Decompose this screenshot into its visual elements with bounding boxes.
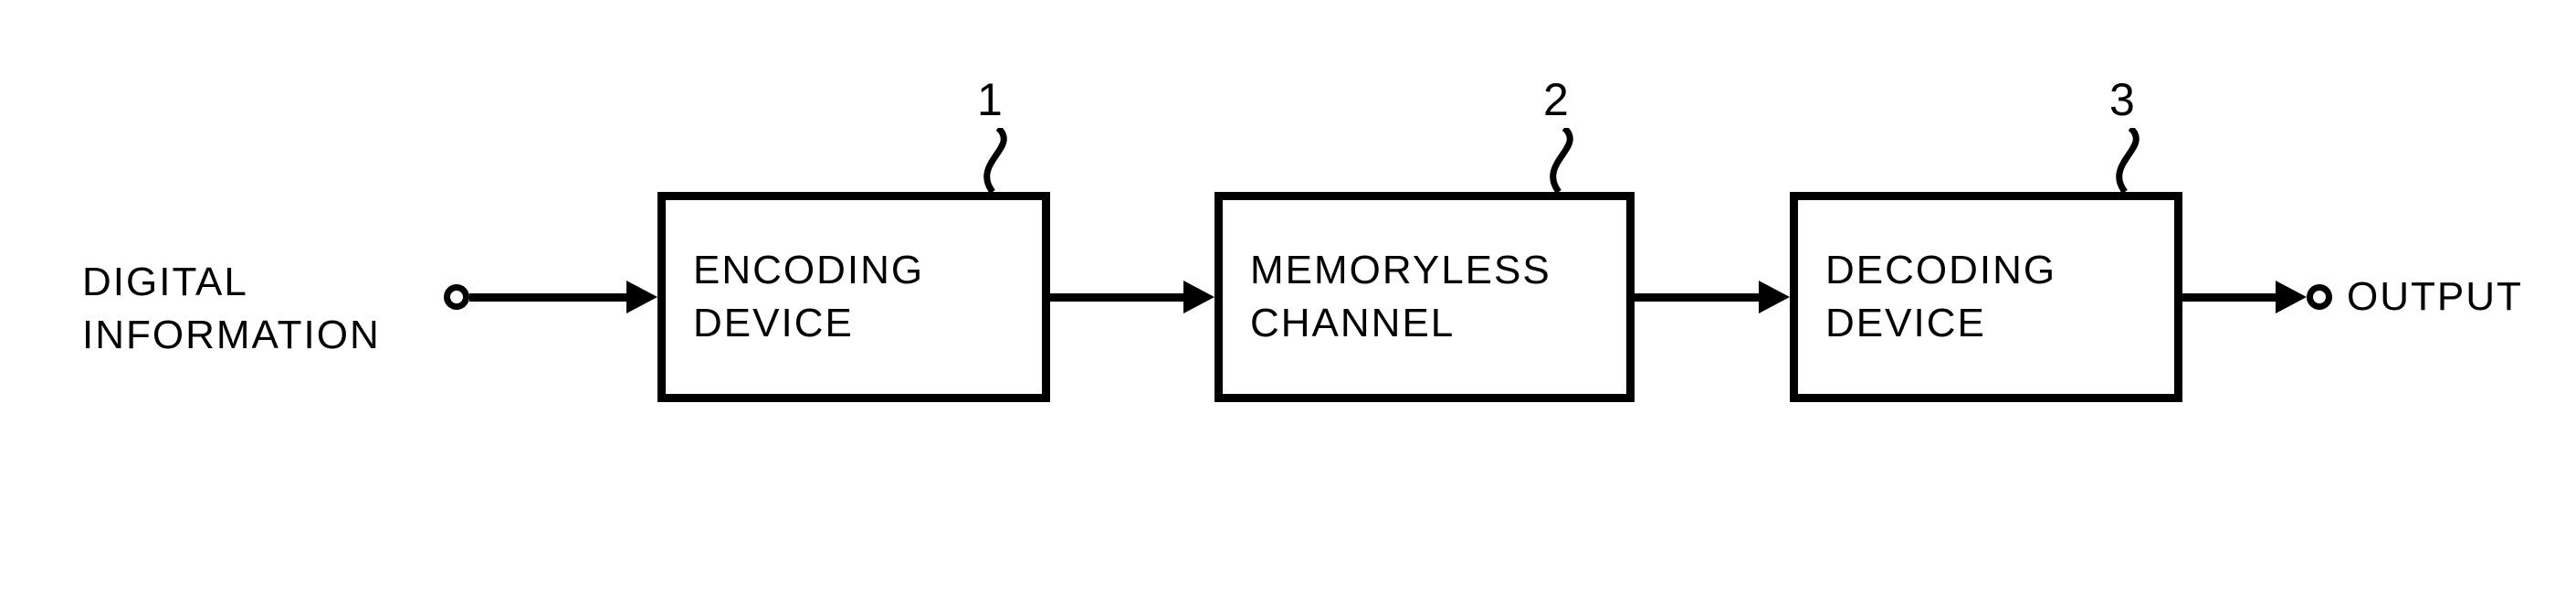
arrowhead-icon — [2276, 281, 2307, 313]
output-port-dot — [2307, 284, 2332, 310]
input-port-dot — [444, 284, 469, 310]
encoding-device-box: ENCODING DEVICE — [657, 192, 1050, 402]
encoding-device-label: ENCODING DEVICE — [693, 244, 924, 350]
arrow-encoding-to-channel — [1050, 293, 1183, 302]
arrowhead-icon — [1183, 281, 1214, 313]
decoding-leader-line — [2100, 128, 2155, 192]
input-label: DIGITAL INFORMATION — [82, 256, 381, 362]
diagram-canvas: DIGITAL INFORMATION OUTPUT ENCODING DEVI… — [0, 0, 2576, 605]
arrowhead-icon — [626, 281, 657, 313]
arrow-decoding-to-output — [2182, 293, 2276, 302]
decoding-device-label: DECODING DEVICE — [1825, 244, 2056, 350]
decoding-ref-number: 3 — [2109, 73, 2136, 126]
arrow-channel-to-decoding — [1635, 293, 1759, 302]
encoding-ref-number: 1 — [977, 73, 1004, 126]
encoding-leader-line — [968, 128, 1023, 192]
arrowhead-icon — [1759, 281, 1790, 313]
channel-leader-line — [1534, 128, 1589, 192]
memoryless-channel-label: MEMORYLESS CHANNEL — [1250, 244, 1551, 350]
decoding-device-box: DECODING DEVICE — [1790, 192, 2182, 402]
output-label: OUTPUT — [2347, 274, 2523, 320]
memoryless-channel-box: MEMORYLESS CHANNEL — [1214, 192, 1635, 402]
channel-ref-number: 2 — [1543, 73, 1570, 126]
arrow-input-to-encoding — [469, 293, 626, 302]
